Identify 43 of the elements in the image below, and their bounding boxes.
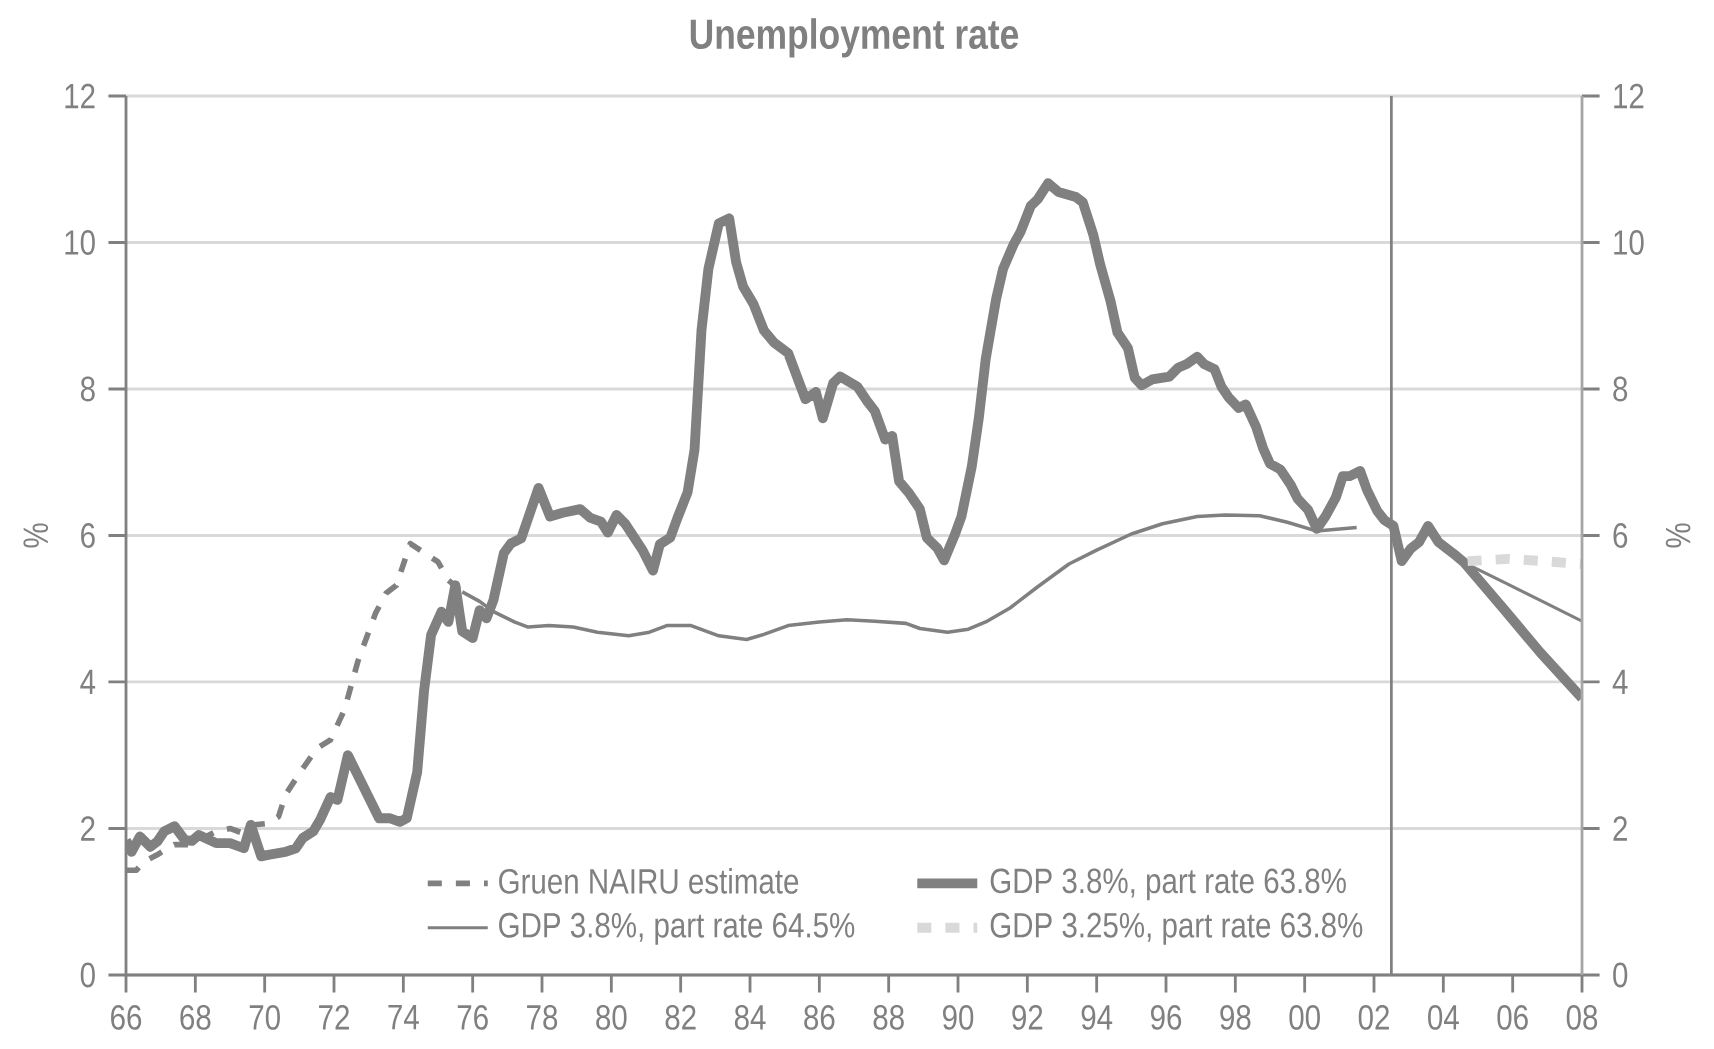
- x-tick-label: 80: [596, 1004, 627, 1030]
- chart-title: Unemployment rate: [690, 18, 1019, 58]
- x-tick-label: 88: [873, 1004, 904, 1030]
- x-tick-label: 08: [1566, 1004, 1598, 1030]
- y-tick-label: 8: [80, 376, 95, 402]
- y2-axis-title: %: [1665, 523, 1691, 548]
- x-tick-label: 72: [319, 1004, 349, 1030]
- legend-label: GDP 3.25%, part rate 63.8%: [990, 912, 1363, 945]
- y-tick-label: 2: [81, 816, 95, 841]
- y-axis-title: %: [23, 523, 49, 548]
- x-tick-label: 86: [804, 1004, 835, 1030]
- y-tick-label: 6: [81, 523, 95, 548]
- legend-label: GDP 3.8%, part rate 64.5%: [499, 912, 855, 945]
- y2-tick-label: 6: [1613, 523, 1628, 548]
- x-tick-label: 04: [1428, 1004, 1459, 1030]
- x-tick-label: 96: [1150, 1004, 1182, 1030]
- x-tick-label: 98: [1220, 1004, 1251, 1030]
- x-tick-label: 78: [527, 1004, 558, 1030]
- y-tick-label: 12: [65, 83, 95, 109]
- y2-tick-label: 10: [1614, 230, 1644, 255]
- x-tick-label: 00: [1289, 1004, 1320, 1030]
- x-tick-label: 70: [249, 1004, 280, 1030]
- y2-tick-label: 12: [1614, 83, 1644, 109]
- legend-label: Gruen NAIRU estimate: [499, 868, 799, 894]
- x-tick-label: 90: [942, 1004, 974, 1030]
- x-tick-label: 94: [1081, 1004, 1113, 1030]
- legend-label: GDP 3.8%, part rate 63.8%: [990, 868, 1346, 901]
- x-tick-label: 76: [457, 1004, 488, 1030]
- y2-tick-label: 2: [1613, 816, 1627, 841]
- x-tick-label: 66: [111, 1004, 142, 1030]
- x-tick-label: 06: [1497, 1004, 1528, 1030]
- y2-tick-label: 4: [1612, 669, 1628, 695]
- y-tick-label: 0: [80, 962, 95, 988]
- x-tick-label: 82: [665, 1004, 696, 1030]
- x-tick-label: 74: [388, 1004, 419, 1030]
- y2-tick-label: 0: [1613, 962, 1628, 988]
- x-tick-label: 84: [734, 1004, 766, 1030]
- x-tick-label: 92: [1012, 1004, 1043, 1030]
- y2-tick-label: 8: [1613, 376, 1628, 402]
- x-tick-label: 68: [180, 1004, 211, 1030]
- x-tick-label: 02: [1358, 1004, 1389, 1030]
- y-tick-label: 10: [65, 230, 95, 255]
- y-tick-label: 4: [80, 669, 96, 695]
